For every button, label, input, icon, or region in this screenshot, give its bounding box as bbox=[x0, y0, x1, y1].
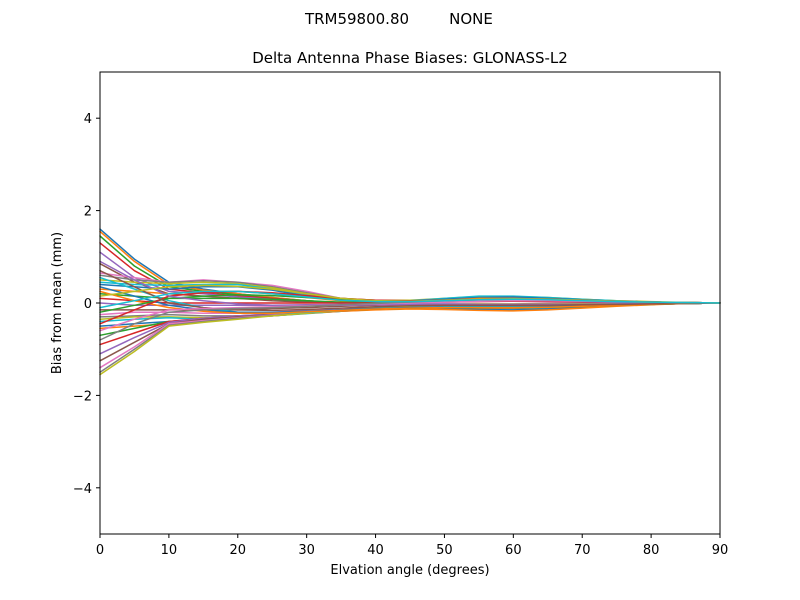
series-layer bbox=[99, 228, 721, 376]
y-tick-label: −2 bbox=[73, 389, 92, 404]
figure-suptitle-left: TRM59800.80 bbox=[304, 10, 409, 28]
series-line-40 bbox=[99, 290, 721, 309]
y-tick-label: −4 bbox=[73, 482, 92, 497]
x-tick-label: 40 bbox=[367, 543, 384, 558]
y-axis-label: Bias from mean (mm) bbox=[50, 232, 65, 374]
x-axis: 0 10 20 30 40 50 60 70 80 90 bbox=[96, 534, 728, 558]
x-tick-label: 10 bbox=[161, 543, 178, 558]
series-line-32 bbox=[99, 290, 721, 314]
y-tick-label: 2 bbox=[84, 205, 92, 220]
chart-title: Delta Antenna Phase Biases: GLONASS-L2 bbox=[252, 49, 568, 67]
x-axis-label: Elvation angle (degrees) bbox=[330, 563, 489, 578]
x-tick-label: 60 bbox=[505, 543, 522, 558]
x-tick-label: 50 bbox=[436, 543, 453, 558]
series-line-36 bbox=[99, 269, 721, 312]
y-tick-label: 0 bbox=[84, 297, 92, 312]
y-tick-label: 4 bbox=[84, 112, 92, 127]
x-tick-label: 20 bbox=[230, 543, 247, 558]
figure-suptitle-right: NONE bbox=[449, 10, 493, 28]
x-tick-label: 70 bbox=[574, 543, 591, 558]
y-axis: −4 −2 0 2 4 bbox=[73, 112, 100, 497]
x-tick-label: 30 bbox=[298, 543, 315, 558]
x-tick-label: 80 bbox=[643, 543, 660, 558]
x-tick-label: 0 bbox=[96, 543, 104, 558]
x-tick-label: 90 bbox=[712, 543, 729, 558]
